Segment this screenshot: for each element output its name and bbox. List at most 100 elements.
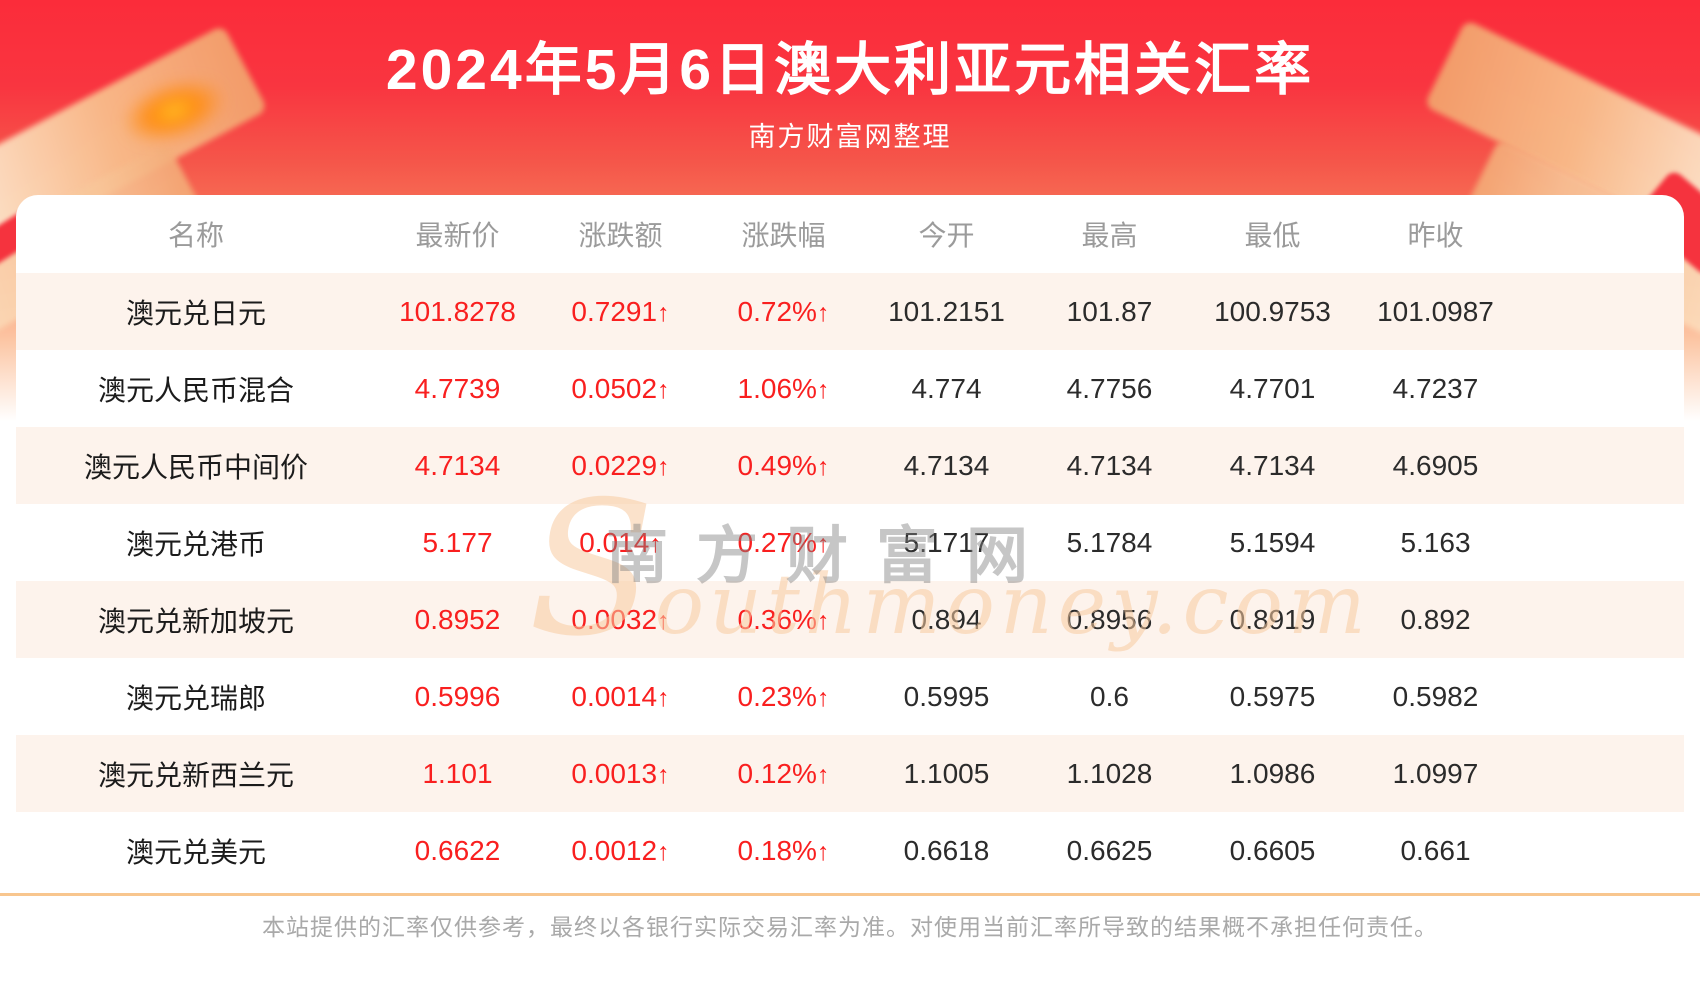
cell-latest-price: 4.7739 <box>414 372 501 404</box>
cell-high: 101.87 <box>1066 295 1153 327</box>
cell-low: 0.8919 <box>1229 603 1316 635</box>
cell-pair-name: 澳元兑港币 <box>125 528 266 560</box>
table-row: 澳元兑瑞郎 0.5996 0.0014↑ 0.23%↑ 0.5995 0.6 0.5975 0… <box>16 658 1684 735</box>
cell-pair-name: 澳元人民币混合 <box>97 374 294 406</box>
cell-pair-name: 澳元兑瑞郎 <box>125 682 266 714</box>
column-header: 涨跌幅 <box>741 220 826 251</box>
up-arrow-icon: ↑ <box>816 529 830 558</box>
rates-card: 名称 最新价 涨跌额 涨跌幅 今开 最高 最低 昨收 澳元兑日元 101.8278 0.7291↑… <box>16 195 1684 889</box>
cell-change-amount: 0.0012↑ <box>571 834 670 866</box>
cell-change-amount: 0.0013↑ <box>571 757 670 789</box>
column-header: 最高 <box>1081 220 1138 251</box>
cell-latest-price: 101.8278 <box>399 295 516 327</box>
up-arrow-icon: ↑ <box>816 298 830 327</box>
cell-pair-name: 澳元兑日元 <box>125 297 266 329</box>
cell-change-percent: 0.72%↑ <box>737 295 830 327</box>
cell-prev-close: 4.6905 <box>1392 449 1479 481</box>
up-arrow-icon: ↑ <box>816 606 830 635</box>
cell-change-percent: 0.27%↑ <box>737 526 830 558</box>
cell-pair-name: 澳元兑新西兰元 <box>97 759 294 791</box>
page-title: 2024年5月6日澳大利亚元相关汇率 <box>385 38 1315 102</box>
cell-open: 5.1717 <box>903 526 990 558</box>
cell-high: 0.6625 <box>1066 834 1153 866</box>
cell-low: 5.1594 <box>1229 526 1316 558</box>
up-arrow-icon: ↑ <box>816 683 830 712</box>
page-subtitle: 南方财富网整理 <box>748 122 952 152</box>
cell-high: 0.6 <box>1090 680 1129 712</box>
cell-open: 0.5995 <box>903 680 990 712</box>
cell-prev-close: 0.661 <box>1400 834 1471 866</box>
cell-low: 100.9753 <box>1214 295 1331 327</box>
up-arrow-icon: ↑ <box>816 375 830 404</box>
cell-change-amount: 0.0229↑ <box>571 449 670 481</box>
footer-divider <box>0 893 1700 896</box>
table-row: 澳元兑日元 101.8278 0.7291↑ 0.72%↑ 101.2151 101.87… <box>16 273 1684 350</box>
cell-high: 1.1028 <box>1066 757 1153 789</box>
cell-prev-close: 4.7237 <box>1392 372 1479 404</box>
column-header: 今开 <box>918 220 975 251</box>
up-arrow-icon: ↑ <box>657 760 670 789</box>
cell-change-percent: 1.06%↑ <box>737 372 830 404</box>
cell-change-amount: 0.014↑ <box>579 526 662 558</box>
cell-high: 4.7756 <box>1066 372 1153 404</box>
up-arrow-icon: ↑ <box>657 298 670 327</box>
cell-latest-price: 5.177 <box>422 526 493 558</box>
cell-change-amount: 0.7291↑ <box>571 295 670 327</box>
table-row: 澳元人民币中间价 4.7134 0.0229↑ 0.49%↑ 4.7134 4.7134 4… <box>16 427 1684 504</box>
cell-low: 0.5975 <box>1229 680 1316 712</box>
up-arrow-icon: ↑ <box>657 452 670 481</box>
table-header-row: 名称 最新价 涨跌额 涨跌幅 今开 最高 最低 昨收 <box>16 195 1684 273</box>
cell-open: 0.894 <box>911 603 982 635</box>
column-header: 涨跌额 <box>578 220 663 251</box>
cell-latest-price: 1.101 <box>422 757 493 789</box>
cell-prev-close: 0.892 <box>1400 603 1471 635</box>
cell-open: 4.7134 <box>903 449 990 481</box>
cell-low: 0.6605 <box>1229 834 1316 866</box>
cell-prev-close: 0.5982 <box>1392 680 1479 712</box>
up-arrow-icon: ↑ <box>816 837 830 866</box>
cell-open: 4.774 <box>911 372 982 404</box>
cell-pair-name: 澳元兑新加坡元 <box>97 605 294 637</box>
cell-latest-price: 0.6622 <box>414 834 501 866</box>
footer-disclaimer: 本站提供的汇率仅供参考，最终以各银行实际交易汇率为准。对使用当前汇率所导致的结果… <box>262 914 1438 940</box>
up-arrow-icon: ↑ <box>657 606 670 635</box>
cell-change-amount: 0.0502↑ <box>571 372 670 404</box>
table-body: 澳元兑日元 101.8278 0.7291↑ 0.72%↑ 101.2151 101.87… <box>16 273 1684 889</box>
cell-change-percent: 0.18%↑ <box>737 834 830 866</box>
cell-low: 4.7701 <box>1229 372 1316 404</box>
table-row: 澳元兑新加坡元 0.8952 0.0032↑ 0.36%↑ 0.894 0.8956 0.8… <box>16 581 1684 658</box>
up-arrow-icon: ↑ <box>649 529 662 558</box>
up-arrow-icon: ↑ <box>657 683 670 712</box>
table-row: 澳元人民币混合 4.7739 0.0502↑ 1.06%↑ 4.774 4.7756 4.7… <box>16 350 1684 427</box>
table-row: 澳元兑新西兰元 1.101 0.0013↑ 0.12%↑ 1.1005 1.1028 1.0… <box>16 735 1684 812</box>
cell-open: 101.2151 <box>888 295 1005 327</box>
cell-latest-price: 4.7134 <box>414 449 501 481</box>
cell-open: 0.6618 <box>903 834 990 866</box>
cell-change-amount: 0.0032↑ <box>571 603 670 635</box>
cell-change-percent: 0.23%↑ <box>737 680 830 712</box>
table-row: 澳元兑美元 0.6622 0.0012↑ 0.18%↑ 0.6618 0.6625 0.66… <box>16 812 1684 889</box>
cell-high: 4.7134 <box>1066 449 1153 481</box>
up-arrow-icon: ↑ <box>816 452 830 481</box>
cell-change-percent: 0.36%↑ <box>737 603 830 635</box>
cell-low: 1.0986 <box>1229 757 1316 789</box>
up-arrow-icon: ↑ <box>657 375 670 404</box>
cell-latest-price: 0.8952 <box>414 603 501 635</box>
cell-open: 1.1005 <box>903 757 990 789</box>
cell-high: 0.8956 <box>1066 603 1153 635</box>
column-header: 昨收 <box>1407 220 1464 251</box>
column-header: 最新价 <box>415 220 500 251</box>
up-arrow-icon: ↑ <box>816 760 830 789</box>
cell-pair-name: 澳元兑美元 <box>125 836 266 868</box>
cell-prev-close: 101.0987 <box>1377 295 1494 327</box>
column-header: 最低 <box>1244 220 1301 251</box>
cell-latest-price: 0.5996 <box>414 680 501 712</box>
cell-change-percent: 0.49%↑ <box>737 449 830 481</box>
cell-change-amount: 0.0014↑ <box>571 680 670 712</box>
table-row: 澳元兑港币 5.177 0.014↑ 0.27%↑ 5.1717 5.1784 5.1594… <box>16 504 1684 581</box>
cell-low: 4.7134 <box>1229 449 1316 481</box>
up-arrow-icon: ↑ <box>657 837 670 866</box>
column-header: 名称 <box>167 220 224 251</box>
cell-prev-close: 1.0997 <box>1392 757 1479 789</box>
